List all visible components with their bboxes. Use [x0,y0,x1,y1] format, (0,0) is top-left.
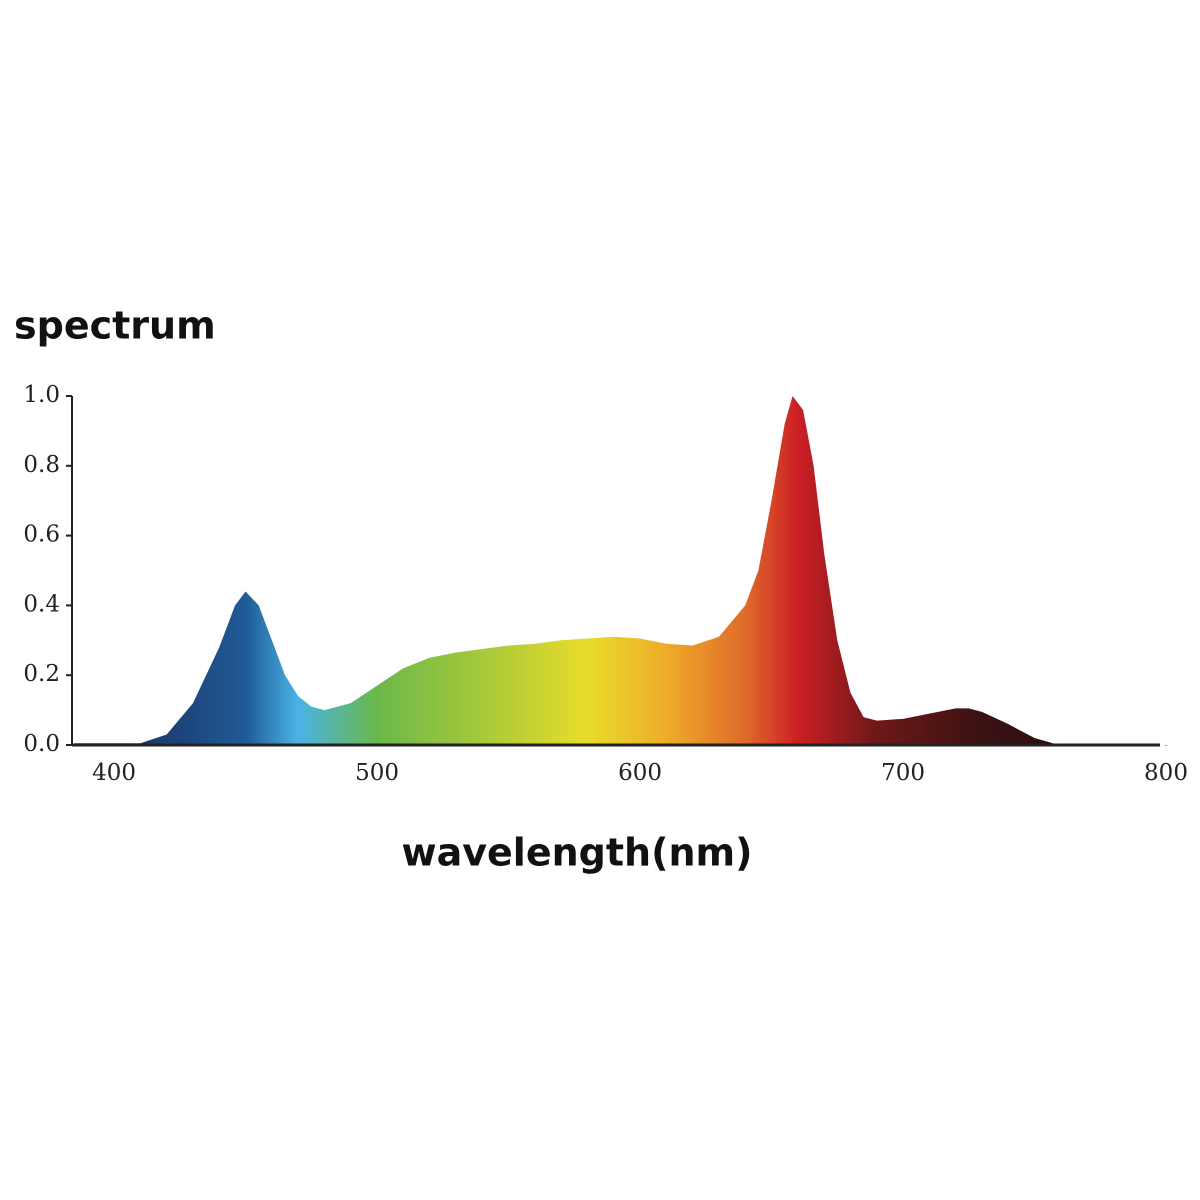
y-tick-label: 0.8 [23,452,60,478]
chart-title: spectrum [14,304,216,348]
x-axis-label: wavelength(nm) [402,831,753,875]
x-tick-label: 700 [881,760,925,786]
x-tick-label: 500 [355,760,399,786]
y-tick-label: 1.0 [23,382,60,408]
y-tick-label: 0.0 [23,731,60,757]
spectrum-area [74,396,1053,745]
x-tick-label: 800 [1144,760,1188,786]
x-tick-label: 600 [618,760,662,786]
y-tick-label: 0.6 [23,522,60,548]
x-tick-label: 400 [92,760,136,786]
y-tick-label: 0.4 [23,591,60,617]
y-tick-label: 0.2 [23,661,60,687]
